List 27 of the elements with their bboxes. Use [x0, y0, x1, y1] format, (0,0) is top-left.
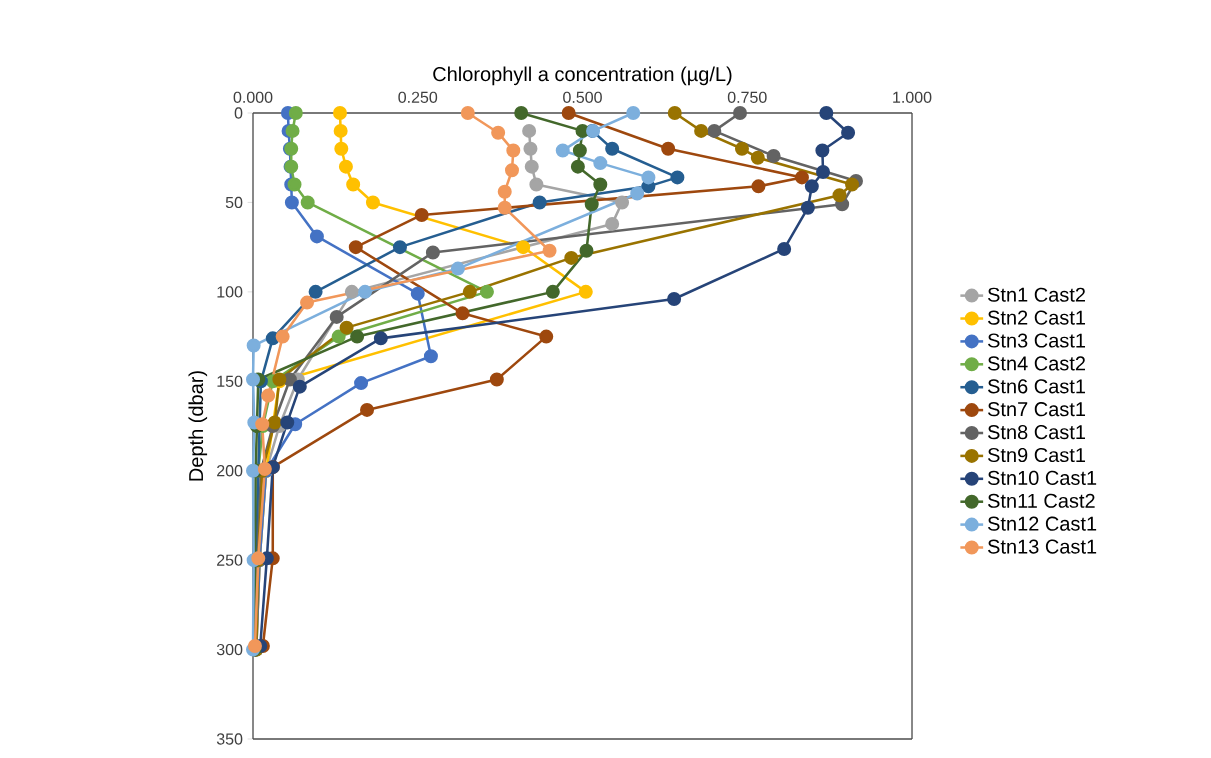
y-tick-label: 250: [217, 554, 243, 566]
y-axis-title: Depth (dbar): [188, 371, 208, 481]
y-tick-label: 0: [234, 107, 243, 119]
x-tick-label: 1.000: [893, 91, 932, 103]
legend-label: Stn6 Cast1: [987, 379, 1086, 394]
legend-label: Stn9 Cast1: [987, 447, 1086, 463]
legend-label: Stn13 Cast1: [987, 539, 1097, 554]
legend-label: Stn12 Cast1: [987, 516, 1097, 531]
x-tick-label: 0.250: [398, 91, 438, 103]
y-tick-label: 100: [217, 286, 243, 298]
x-tick-label: 0.500: [563, 91, 602, 103]
y-tick-label: 350: [216, 733, 243, 745]
legend-label: Stn10 Cast1: [987, 470, 1097, 485]
legend-label: Stn1 Cast2: [987, 287, 1085, 302]
legend-label: Stn2 Cast1: [987, 310, 1086, 325]
legend-label: Stn11 Cast2: [987, 493, 1095, 508]
x-tick-label: 0.750: [727, 91, 767, 103]
y-tick-label: 150: [217, 375, 243, 387]
legend-label: Stn4 Cast2: [987, 356, 1085, 371]
y-tick-label: 300: [216, 643, 243, 656]
x-axis-title: Chlorophyll a concentration (µg/L): [433, 66, 732, 86]
y-tick-label: 50: [225, 196, 243, 209]
legend-label: Stn8 Cast1: [987, 425, 1086, 440]
y-tick-label: 200: [217, 465, 243, 477]
legend-label: Stn7 Cast1: [987, 402, 1086, 417]
x-tick-label: 0.000: [233, 91, 273, 103]
legend-label: Stn3 Cast1: [987, 333, 1086, 348]
